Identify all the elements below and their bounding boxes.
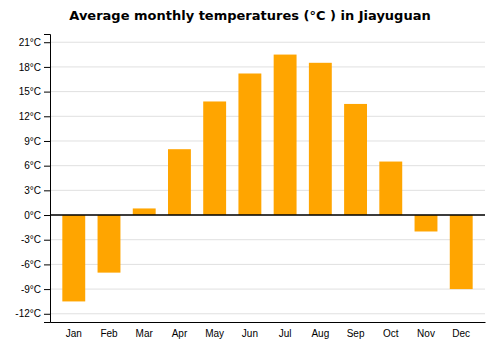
tick-mark: [44, 67, 50, 68]
tick-label: -3°C: [21, 234, 41, 245]
bar: [168, 149, 191, 215]
title: Average monthly temperatures (°C ) in Ji…: [69, 8, 430, 23]
grid-line: [50, 91, 485, 92]
tick: 12°C: [19, 111, 50, 122]
tick: Jan: [66, 328, 82, 339]
tick-label: Aug: [311, 328, 329, 339]
tick: -12°C: [15, 308, 50, 319]
tick: Sep: [347, 328, 365, 339]
tick-label: 0°C: [24, 210, 41, 221]
tick-label: Jun: [242, 328, 258, 339]
grid-line: [50, 42, 485, 43]
tick-label: Dec: [452, 328, 470, 339]
tick-label: 6°C: [24, 160, 41, 171]
chart: Average monthly temperatures (°C ) in Ji…: [0, 0, 500, 350]
bar: [203, 101, 226, 215]
tick-label: Oct: [383, 328, 399, 339]
tick-mark: [44, 92, 50, 93]
tick: Feb: [100, 328, 118, 339]
grid-line: [50, 190, 485, 191]
x-axis: Jan Feb Mar Apr May Jun Jul Aug Sep Oct Nov Dec: [51, 323, 486, 340]
grid-line: [50, 289, 485, 290]
tick: 15°C: [19, 86, 50, 97]
tick: Aug: [311, 328, 329, 339]
tick-label: Apr: [172, 328, 188, 339]
grid: [50, 42, 485, 314]
bar: [450, 215, 473, 289]
tick-mark: [44, 264, 50, 265]
tick-label: 21°C: [19, 37, 41, 48]
tick-mark: [44, 42, 50, 43]
zero-line: [50, 214, 485, 216]
tick: Dec: [452, 328, 470, 339]
tick-mark: [44, 166, 50, 167]
bar: [133, 208, 156, 215]
tick: 9°C: [24, 136, 50, 147]
bar: [62, 215, 85, 301]
tick: Apr: [172, 328, 188, 339]
tick: 0°C: [24, 210, 50, 221]
tick-label: 12°C: [19, 111, 41, 122]
bar: [344, 104, 367, 215]
tick-mark: [44, 314, 50, 315]
axis-line: [51, 322, 486, 323]
tick-label: -12°C: [15, 308, 41, 319]
tick-label: -6°C: [21, 259, 41, 270]
grid-line: [50, 215, 485, 216]
tick: -3°C: [21, 234, 50, 245]
tick: Mar: [136, 328, 154, 339]
plot: -12°C -9°C -6°C -3°C 0°C 3°C 6°C 9°C 12°C 15°C 18°…: [15, 35, 485, 340]
tick-mark: [44, 190, 50, 191]
tick-mark: [44, 141, 50, 142]
tick-label: May: [205, 328, 224, 339]
tick-mark: [44, 289, 50, 290]
tick: -6°C: [21, 259, 50, 270]
tick-label: Mar: [136, 328, 154, 339]
bar: [379, 162, 402, 215]
tick-mark: [44, 240, 50, 241]
bar: [238, 73, 261, 215]
tick: 6°C: [24, 160, 50, 171]
tick: 18°C: [19, 62, 50, 73]
grid-line: [50, 313, 485, 314]
bar: [309, 63, 332, 215]
tick-label: Nov: [417, 328, 435, 339]
tick-mark: [44, 215, 50, 216]
bars: [62, 55, 472, 302]
tick-label: 3°C: [24, 185, 41, 196]
tick: -9°C: [21, 284, 50, 295]
grid-line: [50, 116, 485, 117]
tick-label: 18°C: [19, 62, 41, 73]
grid-line: [50, 66, 485, 67]
tick: Jun: [242, 328, 258, 339]
tick: Nov: [417, 328, 435, 339]
tick-label: -9°C: [21, 284, 41, 295]
y-axis: -12°C -9°C -6°C -3°C 0°C 3°C 6°C 9°C 12°C 15°C 18°…: [15, 35, 50, 323]
tick: Jul: [279, 328, 292, 339]
tick-label: Feb: [100, 328, 118, 339]
tick: May: [205, 328, 224, 339]
tick-label: Jan: [66, 328, 82, 339]
tick: 21°C: [19, 37, 50, 48]
grid-line: [50, 140, 485, 141]
tick-label: Jul: [279, 328, 292, 339]
tick: Oct: [383, 328, 399, 339]
bar: [274, 55, 297, 215]
grid-line: [50, 165, 485, 166]
tick-mark: [44, 116, 50, 117]
tick-label: Sep: [347, 328, 365, 339]
tick-label: 15°C: [19, 86, 41, 97]
bar: [98, 215, 121, 273]
bar: [415, 215, 438, 231]
tick-label: 9°C: [24, 136, 41, 147]
axis-line: [44, 35, 51, 323]
tick: 3°C: [24, 185, 50, 196]
